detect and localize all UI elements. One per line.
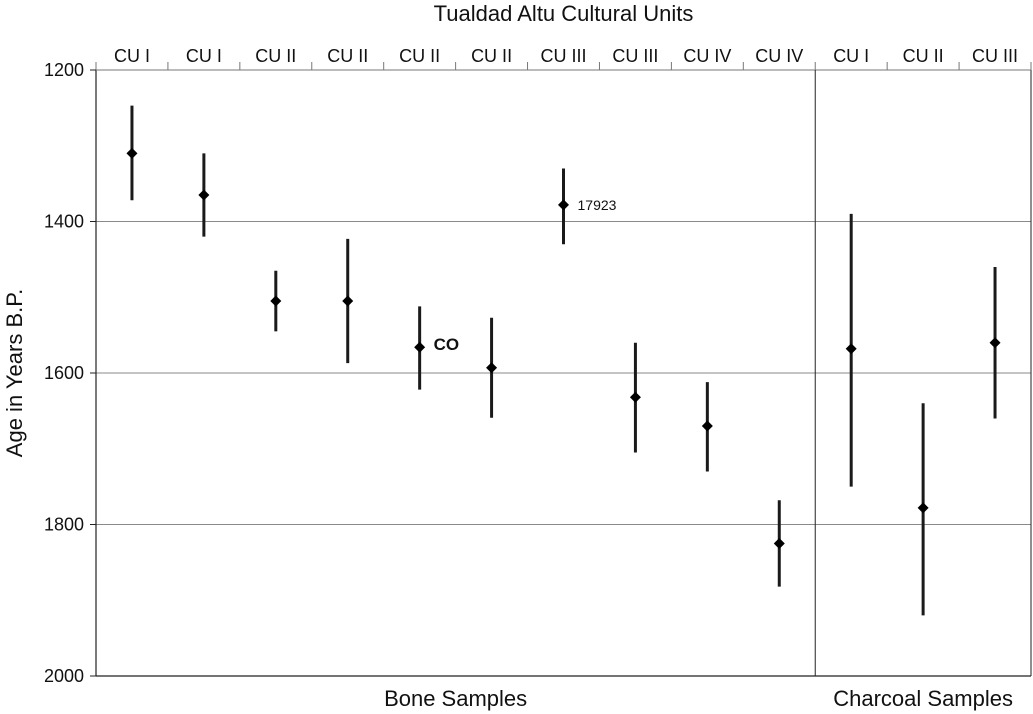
y-tick-label: 1200: [44, 60, 84, 80]
category-label: CU I: [833, 46, 869, 66]
data-point: [989, 337, 1001, 349]
category-label: CU III: [972, 46, 1018, 66]
category-label: CU II: [327, 46, 368, 66]
data-point: [773, 537, 785, 549]
group-label: Charcoal Samples: [833, 686, 1013, 711]
category-label: CU II: [255, 46, 296, 66]
data-point: [701, 420, 713, 432]
data-point: [558, 199, 569, 211]
category-label: CU III: [540, 46, 586, 66]
y-tick-label: 1400: [44, 212, 84, 232]
chart-title: Tualdad Altu Cultural Units: [434, 1, 694, 26]
y-tick-labels: 1200 1400 1600 1800 2000: [44, 60, 96, 686]
data-point: [270, 295, 282, 307]
plot-frame: [95, 62, 1032, 677]
data-point: [198, 189, 210, 201]
category-label: CU III: [612, 46, 658, 66]
data-point: [845, 343, 857, 355]
annotations: CO 17923: [434, 197, 617, 354]
category-label: CU I: [186, 46, 222, 66]
data-point: [486, 362, 498, 374]
y-tick-label: 1600: [44, 363, 84, 383]
data-point: [342, 295, 354, 307]
data-point: [629, 391, 641, 403]
category-labels: CU I CU I CU II CU II CU II CU II CU III CU III…: [114, 46, 1018, 66]
data-point: [414, 341, 426, 353]
gridlines: [96, 69, 1031, 677]
group-labels: Bone Samples Charcoal Samples: [384, 686, 1013, 711]
data-point: [126, 147, 138, 159]
point-annotation: 17923: [578, 197, 617, 213]
category-label: CU II: [471, 46, 512, 66]
data-points: [126, 147, 1001, 549]
category-label: CU IV: [683, 46, 731, 66]
data-point: [917, 502, 929, 514]
y-tick-label: 1800: [44, 515, 84, 535]
error-bars: [130, 105, 997, 616]
point-annotation: CO: [434, 335, 460, 354]
group-label: Bone Samples: [384, 686, 527, 711]
category-label: CU II: [903, 46, 944, 66]
category-label: CU IV: [755, 46, 803, 66]
category-label: CU I: [114, 46, 150, 66]
y-tick-label: 2000: [44, 666, 84, 686]
category-label: CU II: [399, 46, 440, 66]
y-axis-title: Age in Years B.P.: [2, 289, 27, 457]
